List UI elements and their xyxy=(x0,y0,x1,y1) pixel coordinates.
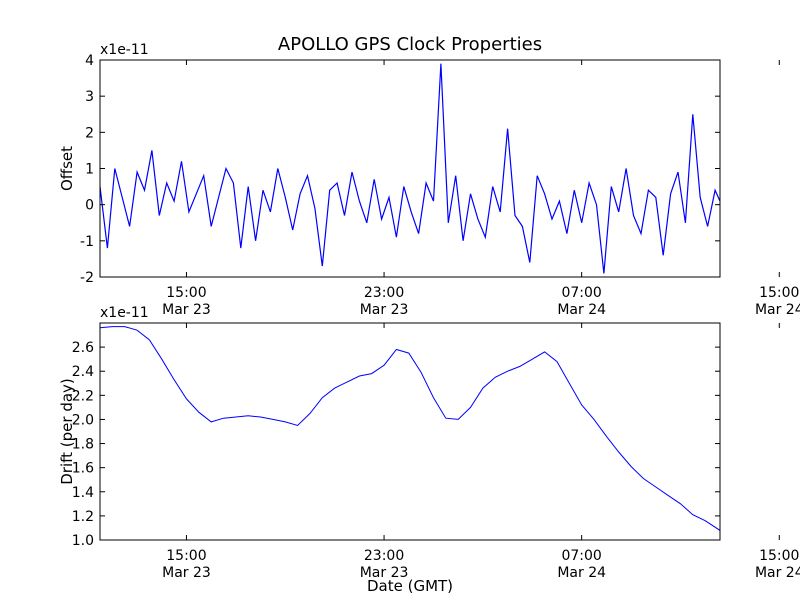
drift-y-axis-label: Drift (per day) xyxy=(58,378,76,485)
drift-ytick-label: 1.4 xyxy=(72,485,94,501)
x-axis-label: Date (GMT) xyxy=(367,577,453,595)
offset-ytick-label: 4 xyxy=(85,53,94,69)
drift-ytick-label: 1.6 xyxy=(72,461,94,477)
chart-title: APOLLO GPS Clock Properties xyxy=(278,34,542,55)
drift-xtick-date-label: Mar 24 xyxy=(755,565,800,581)
drift-xtick-time-label: 23:00 xyxy=(364,548,404,564)
drift-ytick-label: 1.0 xyxy=(72,533,94,549)
drift-y-multiplier: x1e-11 xyxy=(100,305,149,321)
offset-xtick-date-label: Mar 24 xyxy=(557,302,606,318)
offset-y-axis-label: Offset xyxy=(58,146,76,191)
offset-ytick-label: 0 xyxy=(85,198,94,214)
offset-ytick-label: 1 xyxy=(85,162,94,178)
offset-xtick-date-label: Mar 23 xyxy=(162,302,211,318)
offset-ytick-label: -1 xyxy=(80,234,94,250)
offset-ytick-label: -2 xyxy=(80,270,94,286)
drift-xtick-date-label: Mar 23 xyxy=(162,565,211,581)
drift-ytick-label: 2.2 xyxy=(72,388,94,404)
offset-xtick-date-label: Mar 24 xyxy=(755,302,800,318)
drift-ytick-label: 2.6 xyxy=(72,340,94,356)
drift-ytick-label: 2.4 xyxy=(72,364,94,380)
drift-xtick-time-label: 15:00 xyxy=(759,548,799,564)
offset-xtick-time-label: 15:00 xyxy=(759,285,799,301)
drift-ytick-label: 1.8 xyxy=(72,437,94,453)
offset-xtick-time-label: 07:00 xyxy=(561,285,601,301)
offset-series-line xyxy=(100,63,720,274)
offset-y-multiplier: x1e-11 xyxy=(100,42,149,58)
drift-xtick-date-label: Mar 23 xyxy=(360,565,409,581)
drift-plot-frame xyxy=(99,322,721,541)
offset-ytick-label: 2 xyxy=(85,125,94,141)
drift-ytick-label: 1.2 xyxy=(72,509,94,525)
offset-xtick-time-label: 23:00 xyxy=(364,285,404,301)
drift-xtick-time-label: 15:00 xyxy=(166,548,206,564)
drift-xtick-time-label: 07:00 xyxy=(561,548,601,564)
offset-ytick-label: 3 xyxy=(85,89,94,105)
drift-ytick-label: 2.0 xyxy=(72,412,94,428)
drift-xtick-date-label: Mar 24 xyxy=(557,565,606,581)
offset-xtick-time-label: 15:00 xyxy=(166,285,206,301)
offset-xtick-date-label: Mar 23 xyxy=(360,302,409,318)
drift-series-line xyxy=(100,326,720,531)
